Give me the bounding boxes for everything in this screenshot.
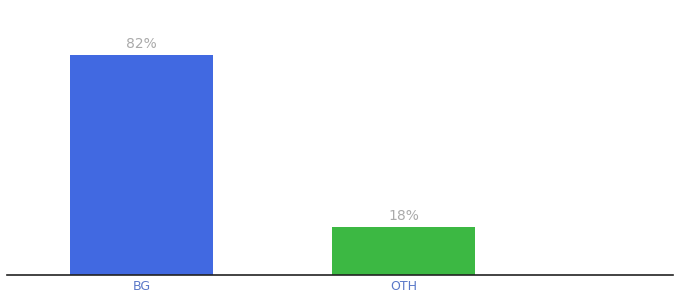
Text: 82%: 82% <box>126 37 157 51</box>
Bar <box>332 227 475 275</box>
Text: 18%: 18% <box>388 209 419 223</box>
Bar <box>71 55 213 275</box>
